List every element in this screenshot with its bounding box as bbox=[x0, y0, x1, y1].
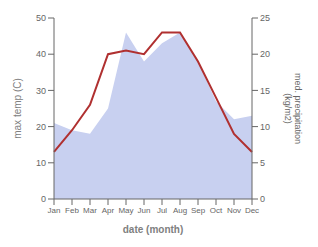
svg-text:Jan: Jan bbox=[48, 206, 61, 215]
svg-text:10: 10 bbox=[260, 122, 270, 132]
svg-text:Apr: Apr bbox=[102, 206, 115, 215]
svg-text:Oct: Oct bbox=[210, 206, 223, 215]
svg-text:Mar: Mar bbox=[83, 206, 97, 215]
svg-text:40: 40 bbox=[36, 49, 46, 59]
svg-text:25: 25 bbox=[260, 13, 270, 23]
svg-text:date (month): date (month) bbox=[123, 224, 184, 235]
svg-text:20: 20 bbox=[260, 49, 270, 59]
svg-text:5: 5 bbox=[260, 158, 265, 168]
svg-text:Sep: Sep bbox=[191, 206, 206, 215]
svg-text:May: May bbox=[118, 206, 133, 215]
svg-text:15: 15 bbox=[260, 86, 270, 96]
svg-text:50: 50 bbox=[36, 13, 46, 23]
svg-text:20: 20 bbox=[36, 122, 46, 132]
svg-text:Jun: Jun bbox=[138, 206, 151, 215]
svg-text:max temp (C): max temp (C) bbox=[12, 78, 23, 139]
svg-text:med. precipitation(kg/m2): med. precipitation(kg/m2) bbox=[283, 73, 303, 144]
svg-text:30: 30 bbox=[36, 86, 46, 96]
svg-text:0: 0 bbox=[41, 194, 46, 204]
svg-text:Feb: Feb bbox=[65, 206, 79, 215]
svg-text:10: 10 bbox=[36, 158, 46, 168]
svg-text:Aug: Aug bbox=[173, 206, 187, 215]
svg-text:Dec: Dec bbox=[245, 206, 259, 215]
svg-text:Nov: Nov bbox=[227, 206, 241, 215]
svg-text:Jul: Jul bbox=[157, 206, 167, 215]
svg-text:0: 0 bbox=[260, 194, 265, 204]
